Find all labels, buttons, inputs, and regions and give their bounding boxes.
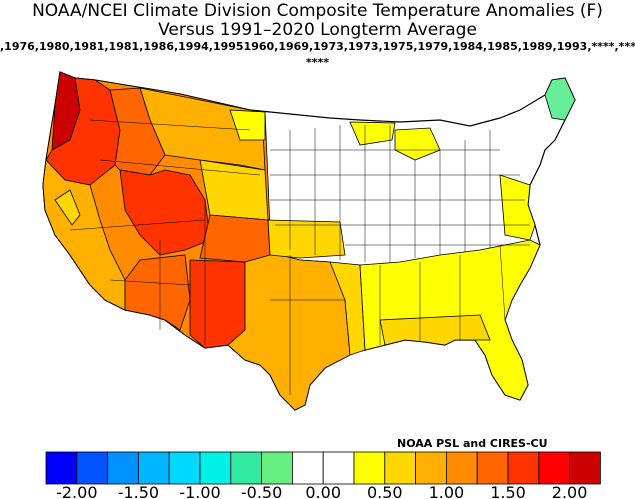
- legend-label: -1.50: [118, 483, 159, 499]
- region-mid-atlantic: [499, 174, 536, 241]
- division-lines: [69, 119, 530, 395]
- region-maine: [544, 77, 576, 121]
- region-minnesota-north: [349, 121, 396, 146]
- legend-label: 0.00: [305, 483, 341, 499]
- region-north-plains-yellow: [229, 109, 266, 141]
- legend-swatch: [230, 451, 263, 485]
- region-california-interior: [54, 189, 81, 226]
- legend-swatch: [45, 451, 78, 485]
- legend-label: -0.50: [241, 483, 282, 499]
- title-line-2: Versus 1991–2020 Longterm Average: [158, 20, 477, 40]
- legend-swatch: [322, 451, 355, 485]
- legend-label: -1.00: [179, 483, 220, 499]
- legend-swatch: [137, 451, 170, 485]
- legend-label: 1.00: [429, 483, 465, 499]
- legend-swatch: [384, 451, 416, 485]
- legend-swatch: [76, 451, 109, 485]
- region-kansas: [267, 219, 346, 259]
- legend-swatch: [168, 451, 201, 485]
- legend-swatch: [353, 451, 386, 485]
- legend-label: 2.00: [552, 483, 588, 499]
- years-line: ,1976,1980,1981,1981,1986,1994,19951960,…: [0, 40, 635, 53]
- legend-swatch: [107, 451, 139, 485]
- region-michigan: [394, 127, 441, 161]
- legend-label: -2.00: [56, 483, 97, 499]
- years-line-continued: ****: [305, 56, 329, 69]
- legend-swatch: [291, 451, 324, 485]
- legend-swatch: [538, 451, 570, 485]
- region-arizona: [124, 254, 191, 331]
- legend-label: 1.50: [490, 483, 526, 499]
- legend-swatch: [476, 451, 509, 485]
- legend-swatch: [507, 451, 540, 485]
- legend-label: 0.50: [367, 483, 403, 499]
- region-east-texas: [329, 261, 366, 356]
- legend-swatch: [199, 451, 232, 485]
- legend-swatch: [415, 451, 447, 485]
- legend-swatch: [569, 451, 601, 485]
- region-texas: [227, 254, 351, 411]
- credit-label: NOAA PSL and CIRES-CU: [397, 437, 548, 450]
- region-gulf-coast: [379, 314, 491, 346]
- legend-swatch: [261, 451, 293, 485]
- title-line-1: NOAA/NCEI Climate Division Composite Tem…: [32, 1, 603, 21]
- legend-swatch: [445, 451, 478, 485]
